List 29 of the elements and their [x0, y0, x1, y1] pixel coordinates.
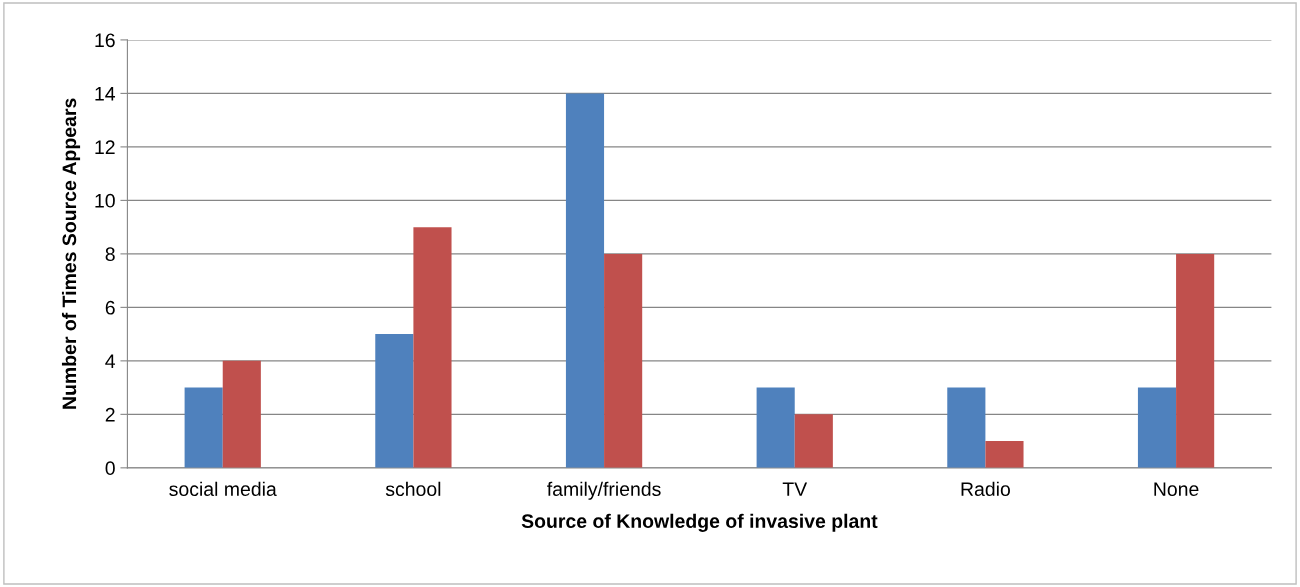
- bar: [565, 93, 605, 468]
- y-tick-label: 4: [105, 354, 116, 368]
- y-tick-label: 8: [105, 247, 115, 262]
- y-tick-label: 2: [105, 407, 115, 422]
- bar: [222, 360, 261, 468]
- y-tick-label: 0: [105, 461, 115, 476]
- x-tick-label: None: [1154, 482, 1199, 497]
- y-axis-title: Number of Times Source Appears: [61, 98, 81, 409]
- y-tick-label: 10: [95, 193, 115, 208]
- y-tick-label: 6: [105, 300, 115, 315]
- x-axis-title: Source of Knowledge of invasive plant: [521, 513, 878, 532]
- y-tick-label: 12: [95, 140, 115, 154]
- x-tick-label: social media: [169, 481, 277, 497]
- x-tick-label: Radio: [961, 481, 1010, 497]
- bar: [756, 387, 795, 468]
- y-tick-label: 14: [95, 87, 116, 101]
- bar: [947, 387, 986, 468]
- bar: [1176, 253, 1215, 468]
- x-tick-label: family/friends: [547, 481, 661, 500]
- bar: [413, 227, 452, 468]
- bar: [1137, 387, 1177, 468]
- y-tick-label: 16: [95, 33, 115, 48]
- bar: [794, 414, 833, 468]
- bar: [985, 441, 1024, 468]
- bar: [375, 334, 414, 468]
- bar: [604, 253, 643, 468]
- x-tick-label: school: [385, 481, 441, 497]
- bar: [184, 387, 223, 468]
- x-tick-label: TV: [782, 482, 808, 496]
